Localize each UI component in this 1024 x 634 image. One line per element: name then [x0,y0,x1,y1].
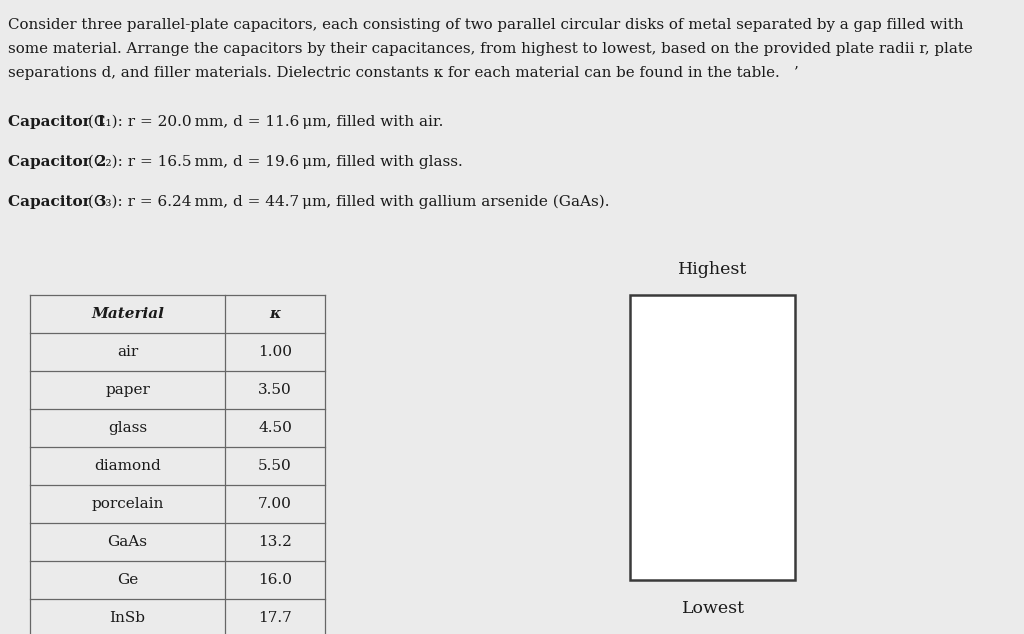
Text: glass: glass [108,421,147,435]
Text: Highest: Highest [678,261,748,278]
Text: Capacitor 2: Capacitor 2 [8,155,106,169]
Text: Capacitor 3: Capacitor 3 [8,195,106,209]
Text: Ge: Ge [117,573,138,587]
Text: 1.00: 1.00 [258,345,292,359]
Text: some material. Arrange the capacitors by their capacitances, from highest to low: some material. Arrange the capacitors by… [8,42,973,56]
Text: 13.2: 13.2 [258,535,292,549]
Text: Capacitor 1: Capacitor 1 [8,115,106,129]
Text: air: air [117,345,138,359]
Text: GaAs: GaAs [108,535,147,549]
Text: separations d, and filler materials. Dielectric constants κ for each material ca: separations d, and filler materials. Die… [8,66,799,80]
Text: 7.00: 7.00 [258,497,292,511]
Text: diamond: diamond [94,459,161,473]
Text: porcelain: porcelain [91,497,164,511]
Text: 3.50: 3.50 [258,383,292,397]
Text: 17.7: 17.7 [258,611,292,625]
Text: paper: paper [105,383,150,397]
Text: κ: κ [269,307,281,321]
Text: (C₃): r = 6.24 mm, d = 44.7 μm, filled with gallium arsenide (GaAs).: (C₃): r = 6.24 mm, d = 44.7 μm, filled w… [83,195,610,209]
Text: (C₁): r = 20.0 mm, d = 11.6 μm, filled with air.: (C₁): r = 20.0 mm, d = 11.6 μm, filled w… [83,115,443,129]
Text: InSb: InSb [110,611,145,625]
Text: Consider three parallel-plate capacitors, each consisting of two parallel circul: Consider three parallel-plate capacitors… [8,18,964,32]
Text: 5.50: 5.50 [258,459,292,473]
Text: Lowest: Lowest [682,600,744,617]
Text: Material: Material [91,307,164,321]
Text: 4.50: 4.50 [258,421,292,435]
Text: 16.0: 16.0 [258,573,292,587]
Text: (C₂): r = 16.5 mm, d = 19.6 μm, filled with glass.: (C₂): r = 16.5 mm, d = 19.6 μm, filled w… [83,155,463,169]
